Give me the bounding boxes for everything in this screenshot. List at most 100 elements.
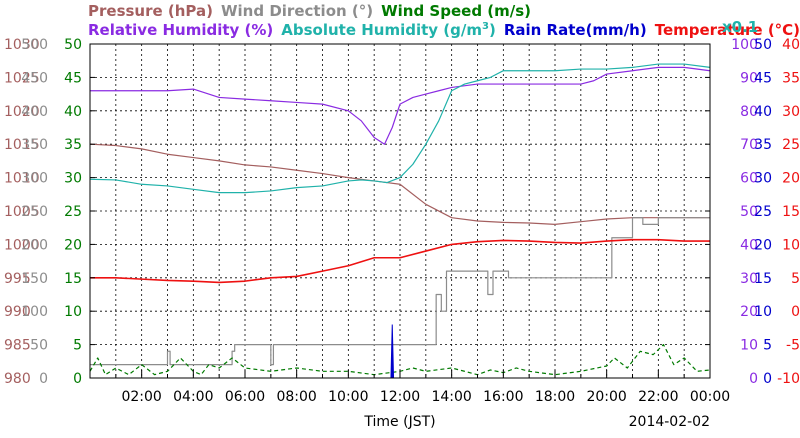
wind_speed-tick-label: 25 — [64, 204, 82, 220]
temp-tick-label: 10 — [782, 237, 800, 253]
pressure-tick-label: 1005 — [4, 204, 40, 220]
rain-tick-label: 40 — [754, 104, 772, 120]
wind_dir-tick-label: 150 — [21, 271, 48, 287]
rain-tick-label: 0 — [763, 371, 772, 387]
wind_dir-tick-label: 50 — [30, 338, 48, 354]
wind_dir-tick-label: 400 — [21, 104, 48, 120]
wind_speed-tick-label: 5 — [73, 338, 82, 354]
rain-tick-label: 20 — [754, 237, 772, 253]
rh-tick-label: 80 — [740, 104, 758, 120]
rh-tick-label: 90 — [740, 70, 758, 86]
wind_speed-tick-label: 50 — [64, 37, 82, 53]
pressure-tick-label: 1020 — [4, 104, 40, 120]
pressure-tick-label: 1010 — [4, 171, 40, 187]
wind_dir-series — [90, 217, 710, 366]
pressure-tick-label: 995 — [4, 271, 31, 287]
x-tick-label: 12:00 — [380, 389, 420, 405]
wind_dir-tick-label: 100 — [21, 304, 48, 320]
x-tick-label: 16:00 — [483, 389, 523, 405]
temp-tick-label: 5 — [791, 271, 800, 287]
x-tick-label: 06:00 — [225, 389, 265, 405]
pressure-tick-label: 1030 — [4, 37, 40, 53]
x-tick-label: 00:00 — [690, 389, 730, 405]
wind_dir-tick-label: 250 — [21, 204, 48, 220]
x-tick-label: 22:00 — [638, 389, 678, 405]
pressure-tick-label: 1015 — [4, 137, 40, 153]
wind_speed-tick-label: 35 — [64, 137, 82, 153]
wind_dir-tick-label: 200 — [21, 237, 48, 253]
legend-rh: Relative Humidity (%) — [88, 21, 273, 39]
pressure-tick-label: 1000 — [4, 237, 40, 253]
rh-tick-label: 50 — [740, 204, 758, 220]
legend-layer: Pressure (hPa) Wind Direction (°) Wind Spe… — [88, 2, 800, 39]
rain-tick-label: 10 — [754, 304, 772, 320]
axis-layer: 02:00 04:00 06:00 08:00 10:00 12:00 14:00 16:00… — [4, 37, 800, 405]
rh-tick-label: 30 — [740, 271, 758, 287]
wind_dir-tick-label: 450 — [21, 70, 48, 86]
temp-tick-label: 25 — [782, 137, 800, 153]
wind_dir-tick-label: 500 — [21, 37, 48, 53]
legend-wind_dir: Wind Direction (°) — [221, 2, 373, 20]
rh-tick-label: 20 — [740, 304, 758, 320]
wind_speed-tick-label: 0 — [73, 371, 82, 387]
legend-row: Pressure (hPa) Wind Direction (°) Wind Spe… — [88, 2, 531, 20]
ah-scale-note: x0.1 — [722, 18, 758, 36]
legend-ah-tail: ) — [489, 21, 496, 39]
pressure-tick-label: 1025 — [4, 70, 40, 86]
x-axis-title: Time (JST) — [363, 414, 435, 430]
temp-tick-label: 20 — [782, 171, 800, 187]
temp-series — [90, 238, 710, 284]
rain-tick-label: 25 — [754, 204, 772, 220]
wind_speed-tick-label: 30 — [64, 171, 82, 187]
temp-tick-label: 40 — [782, 37, 800, 53]
wind_speed-tick-label: 40 — [64, 104, 82, 120]
legend-row: Relative Humidity (%) Absolute Humidity (… — [88, 21, 800, 39]
x-tick-label: 10:00 — [328, 389, 368, 405]
pressure-series — [89, 143, 710, 225]
rain-tick-label: 15 — [754, 271, 772, 287]
x-tick-label: 18:00 — [535, 389, 575, 405]
pressure-tick-label: 980 — [4, 371, 31, 387]
rain-tick-label: 30 — [754, 171, 772, 187]
rh-tick-label: 40 — [740, 237, 758, 253]
pressure-tick-label: 990 — [4, 304, 31, 320]
x-tick-label: 02:00 — [121, 389, 161, 405]
rh-tick-label: 100 — [731, 37, 758, 53]
temp-tick-label: -5 — [786, 338, 800, 354]
rh-tick-label: 70 — [740, 137, 758, 153]
wind_dir-tick-label: 350 — [21, 137, 48, 153]
wind_dir-tick-label: 300 — [21, 171, 48, 187]
legend-wind_speed: Wind Speed (m/s) — [381, 2, 531, 20]
rain-tick-label: 35 — [754, 137, 772, 153]
rh-series — [90, 66, 711, 145]
rh-tick-label: 0 — [749, 371, 758, 387]
rain-tick-label: 50 — [754, 37, 772, 53]
temp-tick-label: 15 — [782, 204, 800, 220]
rain-tick-label: 45 — [754, 70, 772, 86]
wind_dir-tick-label: 0 — [39, 371, 48, 387]
rh-tick-label: 60 — [740, 171, 758, 187]
x-tick-label: 04:00 — [173, 389, 213, 405]
legend-pressure: Pressure (hPa) — [88, 2, 213, 20]
pressure-tick-label: 985 — [4, 338, 31, 354]
rain-tick-label: 5 — [763, 338, 772, 354]
x-tick-label: 08:00 — [276, 389, 316, 405]
legend-temp: Temperature (°C) — [655, 21, 800, 39]
wind_speed-tick-label: 45 — [64, 70, 82, 86]
x-tick-label: 14:00 — [431, 389, 471, 405]
temp-tick-label: 0 — [791, 304, 800, 320]
ah-series — [89, 63, 711, 194]
x-tick-label: 20:00 — [586, 389, 626, 405]
legend-ah-sup: 3 — [482, 21, 489, 32]
wind_speed-tick-label: 15 — [64, 271, 82, 287]
wind_speed-tick-label: 10 — [64, 304, 82, 320]
wind_speed-tick-label: 20 — [64, 237, 82, 253]
date-label: 2014-02-02 — [629, 414, 710, 430]
rh-tick-label: 10 — [740, 338, 758, 354]
temp-tick-label: 35 — [782, 70, 800, 86]
temp-tick-label: -10 — [777, 371, 800, 387]
legend-ah: Absolute Humidity (g/m — [281, 21, 482, 39]
